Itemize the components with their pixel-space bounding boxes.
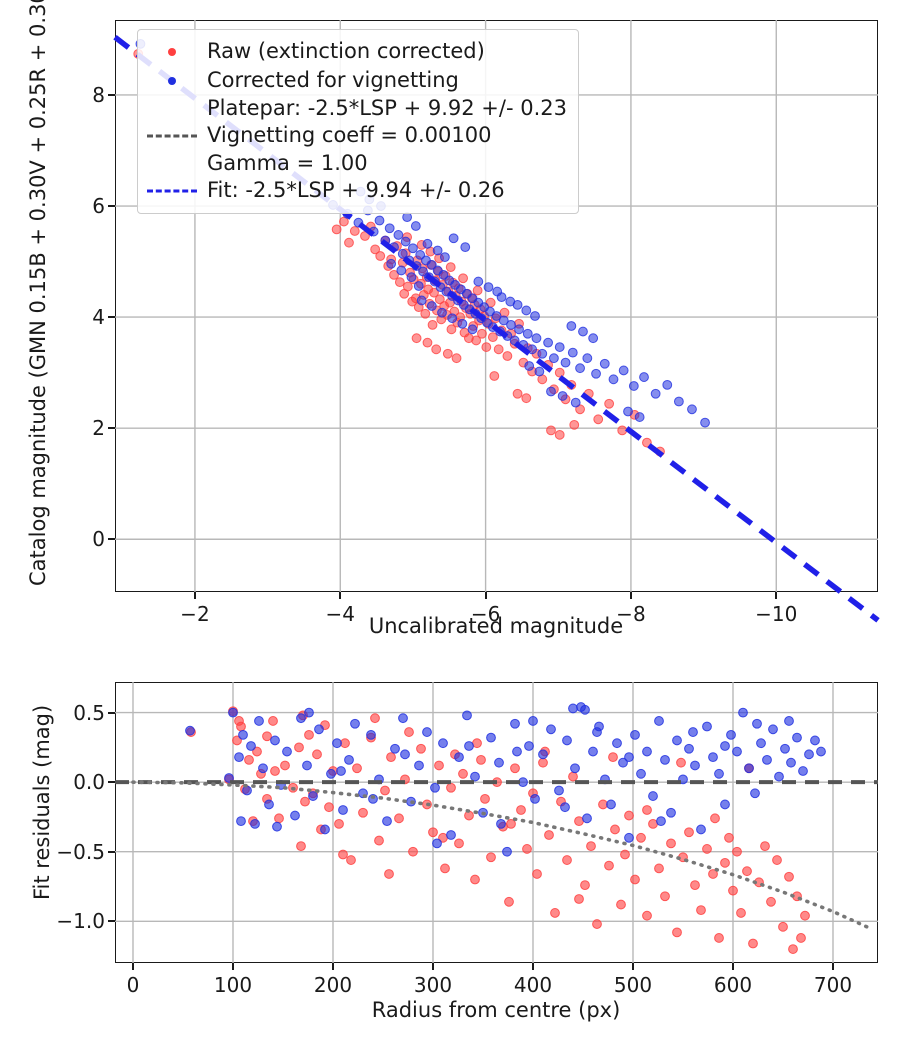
bottom-ytick-mark — [108, 711, 115, 714]
legend-marker-dot-icon — [147, 71, 197, 91]
legend-entry: Corrected for vignetting — [147, 66, 567, 95]
bottom-xtick-label: 200 — [313, 973, 353, 997]
top-xtick-label: −8 — [616, 602, 646, 626]
bottom-xtick-mark — [632, 963, 634, 970]
legend-entry: Platepar: -2.5*LSP + 9.92 +/- 0.23 — [147, 95, 567, 121]
legend-marker-none — [147, 98, 197, 118]
top-xtick-mark — [629, 592, 632, 599]
legend-entry: Fit: -2.5*LSP + 9.94 +/- 0.26 — [147, 176, 567, 205]
bottom-ytick-label: 0.0 — [73, 770, 105, 795]
bottom-ytick-label: −0.5 — [56, 839, 105, 864]
bottom-ytick-label: −1.0 — [56, 909, 105, 934]
top-xtick-mark — [775, 592, 778, 599]
legend-entry-label: Gamma = 1.00 — [207, 150, 368, 175]
top-ytick-mark — [108, 538, 115, 541]
dashed-line-icon — [147, 134, 197, 137]
top-ytick-mark — [108, 316, 115, 319]
bottom-xtick-mark — [432, 963, 434, 970]
bottom-xtick-mark — [232, 963, 234, 970]
top-ytick-label: 0 — [92, 527, 105, 552]
top-ytick-mark — [108, 427, 115, 430]
legend-entry: Gamma = 1.00 — [147, 150, 567, 176]
bottom-xtick-mark — [132, 963, 134, 970]
bottom-xtick-label: 600 — [713, 973, 753, 997]
legend-entry-label: Fit: -2.5*LSP + 9.94 +/- 0.26 — [207, 178, 505, 203]
plot-legend: Raw (extinction corrected) Corrected for … — [137, 29, 579, 214]
top-yaxis-title: Catalog magnitude (GMN 0.15B + 0.30V + 0… — [26, 0, 50, 586]
bottom-ytick-mark — [108, 920, 115, 923]
top-ytick-label: 4 — [92, 305, 105, 330]
bottom-xaxis-title: Radius from centre (px) — [371, 998, 621, 1022]
legend-marker-dashed-line-icon — [147, 181, 197, 201]
top-ytick-label: 2 — [92, 416, 105, 441]
top-xtick-label: −2 — [180, 602, 210, 626]
legend-marker-dashed-line-icon — [147, 126, 197, 146]
top-ytick-mark — [108, 205, 115, 208]
bottom-xtick-label: 0 — [126, 973, 140, 997]
bottom-xtick-label: 700 — [813, 973, 853, 997]
residuals-scatter-panel — [115, 682, 878, 963]
legend-marker-none — [147, 153, 197, 173]
bottom-vignetting-curve — [131, 780, 875, 932]
dashed-line-icon — [147, 189, 197, 192]
top-ytick-label: 6 — [92, 194, 105, 219]
bottom-ytick-mark — [108, 850, 115, 853]
bottom-xtick-mark — [332, 963, 334, 970]
legend-entry-label: Platepar: -2.5*LSP + 9.92 +/- 0.23 — [207, 95, 567, 120]
bottom-ytick-label: 0.5 — [73, 700, 105, 725]
top-xtick-mark — [193, 592, 196, 599]
top-xtick-mark — [339, 592, 342, 599]
top-xtick-label: −6 — [470, 602, 501, 626]
bottom-xtick-mark — [532, 963, 534, 970]
bottom-xtick-label: 400 — [513, 973, 553, 997]
top-xaxis-title: Uncalibrated magnitude — [368, 614, 624, 638]
top-ytick-label: 8 — [92, 82, 105, 107]
top-xtick-label: −10 — [755, 602, 798, 626]
bottom-plot-area — [115, 682, 878, 963]
legend-entry: Raw (extinction corrected) — [147, 37, 567, 66]
bottom-ytick-mark — [108, 781, 115, 784]
top-xtick-label: −4 — [325, 602, 356, 626]
bottom-xtick-label: 100 — [213, 973, 253, 997]
legend-entry-label: Vignetting coeff = 0.00100 — [207, 123, 492, 148]
top-xtick-mark — [484, 592, 487, 599]
legend-entry-label: Raw (extinction corrected) — [207, 39, 485, 64]
bottom-gridlines — [115, 682, 878, 963]
marker-dot-icon — [168, 47, 176, 56]
bottom-xtick-label: 500 — [613, 973, 653, 997]
bottom-xtick-mark — [832, 963, 834, 970]
top-fit-line — [113, 35, 880, 623]
legend-entry-label: Corrected for vignetting — [207, 68, 459, 93]
bottom-xtick-mark — [732, 963, 734, 970]
bottom-series-corrected — [185, 702, 826, 857]
legend-entry: Vignetting coeff = 0.00100 — [147, 121, 567, 150]
marker-dot-icon — [168, 76, 176, 85]
top-ytick-mark — [108, 93, 115, 96]
legend-marker-dot-icon — [147, 42, 197, 62]
bottom-yaxis-title: Fit residuals (mag) — [30, 704, 54, 900]
bottom-xtick-label: 300 — [413, 973, 453, 997]
